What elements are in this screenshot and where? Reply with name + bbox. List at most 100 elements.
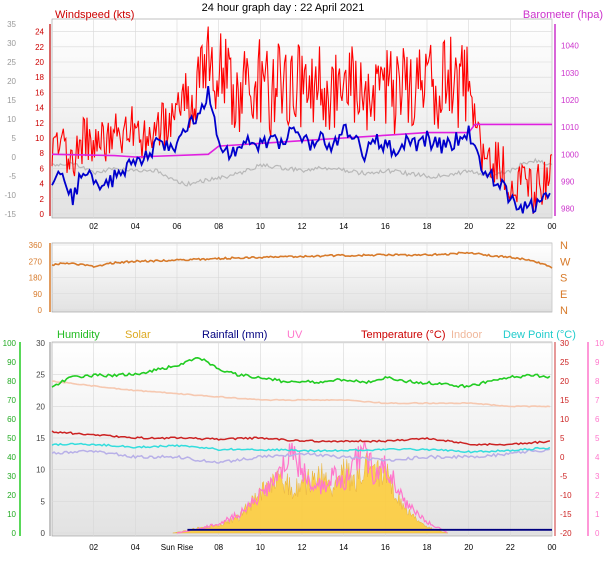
p3-x-tick-label: 12	[298, 543, 307, 552]
p1-x-tick-label: 20	[464, 222, 473, 231]
p3-x-tick-label: 16	[381, 543, 390, 552]
uv-tick-label: 6	[595, 415, 600, 424]
windspeed-tick-label: 0	[40, 210, 45, 219]
p3-x-tick-label: 14	[339, 543, 348, 552]
humidity-tick-label: 90	[7, 358, 16, 367]
humidity-header: Humidity	[57, 329, 100, 341]
temperature-line	[51, 430, 551, 446]
compass-label: W	[560, 256, 571, 268]
humidity-tick-label: 30	[7, 472, 16, 481]
temperature-left-tick-label: 15	[36, 434, 45, 443]
p3-x-tick-label: 00	[548, 543, 557, 552]
temperature-right-tick-label: -10	[560, 491, 572, 500]
indoor-header: Indoor	[451, 329, 483, 341]
direction-tick-label: 90	[33, 290, 42, 299]
uv-tick-label: 2	[595, 491, 600, 500]
lavender-line	[51, 448, 551, 464]
windspeed-tick-label: 2	[40, 195, 45, 204]
dewpoint-header: Dew Point (°C)	[503, 329, 576, 341]
windspeed-outer-tick-label: 20	[7, 77, 16, 86]
uv-tick-label: 3	[595, 472, 600, 481]
windspeed-outer-tick-label: 10	[7, 115, 16, 124]
temperature-right-tick-label: 25	[560, 358, 569, 367]
humidity-tick-label: 40	[7, 453, 16, 462]
p1-x-tick-label: 06	[173, 222, 182, 231]
humidity-tick-label: 20	[7, 491, 16, 500]
temperature-humidity-panel: Humidity Solar Rainfall (mm) UV Temperat…	[3, 329, 605, 552]
direction-tick-label: 360	[29, 241, 43, 250]
humidity-tick-label: 100	[3, 339, 17, 348]
windspeed-tick-label: 16	[35, 88, 44, 97]
windspeed-outer-tick-label: -15	[4, 210, 16, 219]
temperature-left-tick-label: 5	[41, 497, 46, 506]
windspeed-tick-label: 6	[40, 164, 45, 173]
page-title: 24 hour graph day : 22 April 2021	[202, 2, 365, 14]
p3-x-tick-label: 08	[214, 543, 223, 552]
humidity-tick-label: 50	[7, 434, 16, 443]
temperature-right-tick-label: -20	[560, 529, 572, 538]
uv-tick-label: 0	[595, 529, 600, 538]
temperature-right-tick-label: 0	[560, 453, 565, 462]
temperature-left-tick-label: 10	[36, 466, 45, 475]
direction-tick-label: 270	[29, 257, 43, 266]
windspeed-outer-tick-label: -5	[9, 172, 17, 181]
p3-x-tick-label: 02	[89, 543, 98, 552]
windspeed-outer-tick-label: -10	[4, 191, 16, 200]
wind-direction-line	[51, 251, 553, 269]
barometer-tick-label: 1030	[561, 69, 579, 78]
temperature-header: Temperature (°C)	[361, 329, 445, 341]
wind-average-line	[51, 85, 551, 214]
humidity-tick-label: 70	[7, 396, 16, 405]
p1-x-tick-label: 12	[298, 222, 307, 231]
temperature-right-tick-label: 20	[560, 377, 569, 386]
p1-x-tick-label: 02	[89, 222, 98, 231]
p3-x-tick-label: 10	[256, 543, 265, 552]
p1-x-tick-label: 08	[214, 222, 223, 231]
p3-x-tick-label: 04	[131, 543, 140, 552]
temperature-right-tick-label: 10	[560, 415, 569, 424]
windspeed-outer-tick-label: 35	[7, 20, 16, 29]
wind-barometer-panel: Windspeed (kts) Barometer (hpa) 02 04 06 08…	[4, 9, 603, 231]
uv-tick-label: 1	[595, 510, 600, 519]
windspeed-tick-label: 4	[40, 180, 45, 189]
uv-tick-label: 5	[595, 434, 600, 443]
uv-line	[176, 440, 448, 534]
windspeed-line	[51, 26, 553, 214]
windspeed-tick-label: 18	[35, 73, 44, 82]
compass-label: S	[560, 273, 567, 285]
windspeed-tick-label: 14	[35, 104, 44, 113]
p1-x-tick-label: 18	[423, 222, 432, 231]
temperature-left-tick-label: 20	[36, 402, 45, 411]
windspeed-outer-tick-label: 25	[7, 58, 16, 67]
direction-tick-label: 0	[38, 306, 43, 315]
p3-x-tick-label: 20	[464, 543, 473, 552]
rainfall-header: Rainfall (mm)	[202, 329, 267, 341]
windspeed-outer-tick-label: 0	[12, 153, 17, 162]
barometer-tick-label: 980	[561, 205, 575, 214]
temperature-right-tick-label: -5	[560, 472, 568, 481]
humidity-tick-label: 10	[7, 510, 16, 519]
uv-tick-label: 10	[595, 339, 604, 348]
windspeed-outer-tick-label: 30	[7, 39, 16, 48]
temperature-left-tick-label: 0	[41, 529, 46, 538]
uv-tick-label: 8	[595, 377, 600, 386]
barometer-tick-label: 1010	[561, 123, 579, 132]
p1-x-tick-label: 10	[256, 222, 265, 231]
windspeed-outer-tick-label: 15	[7, 96, 16, 105]
temperature-right-tick-label: 30	[560, 339, 569, 348]
humidity-tick-label: 0	[12, 529, 17, 538]
barometer-tick-label: 1040	[561, 42, 579, 51]
barometer-tick-label: 1000	[561, 150, 579, 159]
windspeed-tick-label: 24	[35, 28, 44, 37]
p3-x-tick-label: 18	[423, 543, 432, 552]
windspeed-tick-label: 22	[35, 43, 44, 52]
temperature-right-tick-label: -15	[560, 510, 572, 519]
barometer-axis-label: Barometer (hpa)	[523, 9, 603, 21]
temperature-left-tick-label: 25	[36, 371, 45, 380]
compass-label: N	[560, 240, 568, 252]
uv-tick-label: 4	[595, 453, 600, 462]
p3-x-tick-label: Sun Rise	[161, 543, 194, 552]
windspeed-outer-tick-label: 5	[12, 134, 17, 143]
